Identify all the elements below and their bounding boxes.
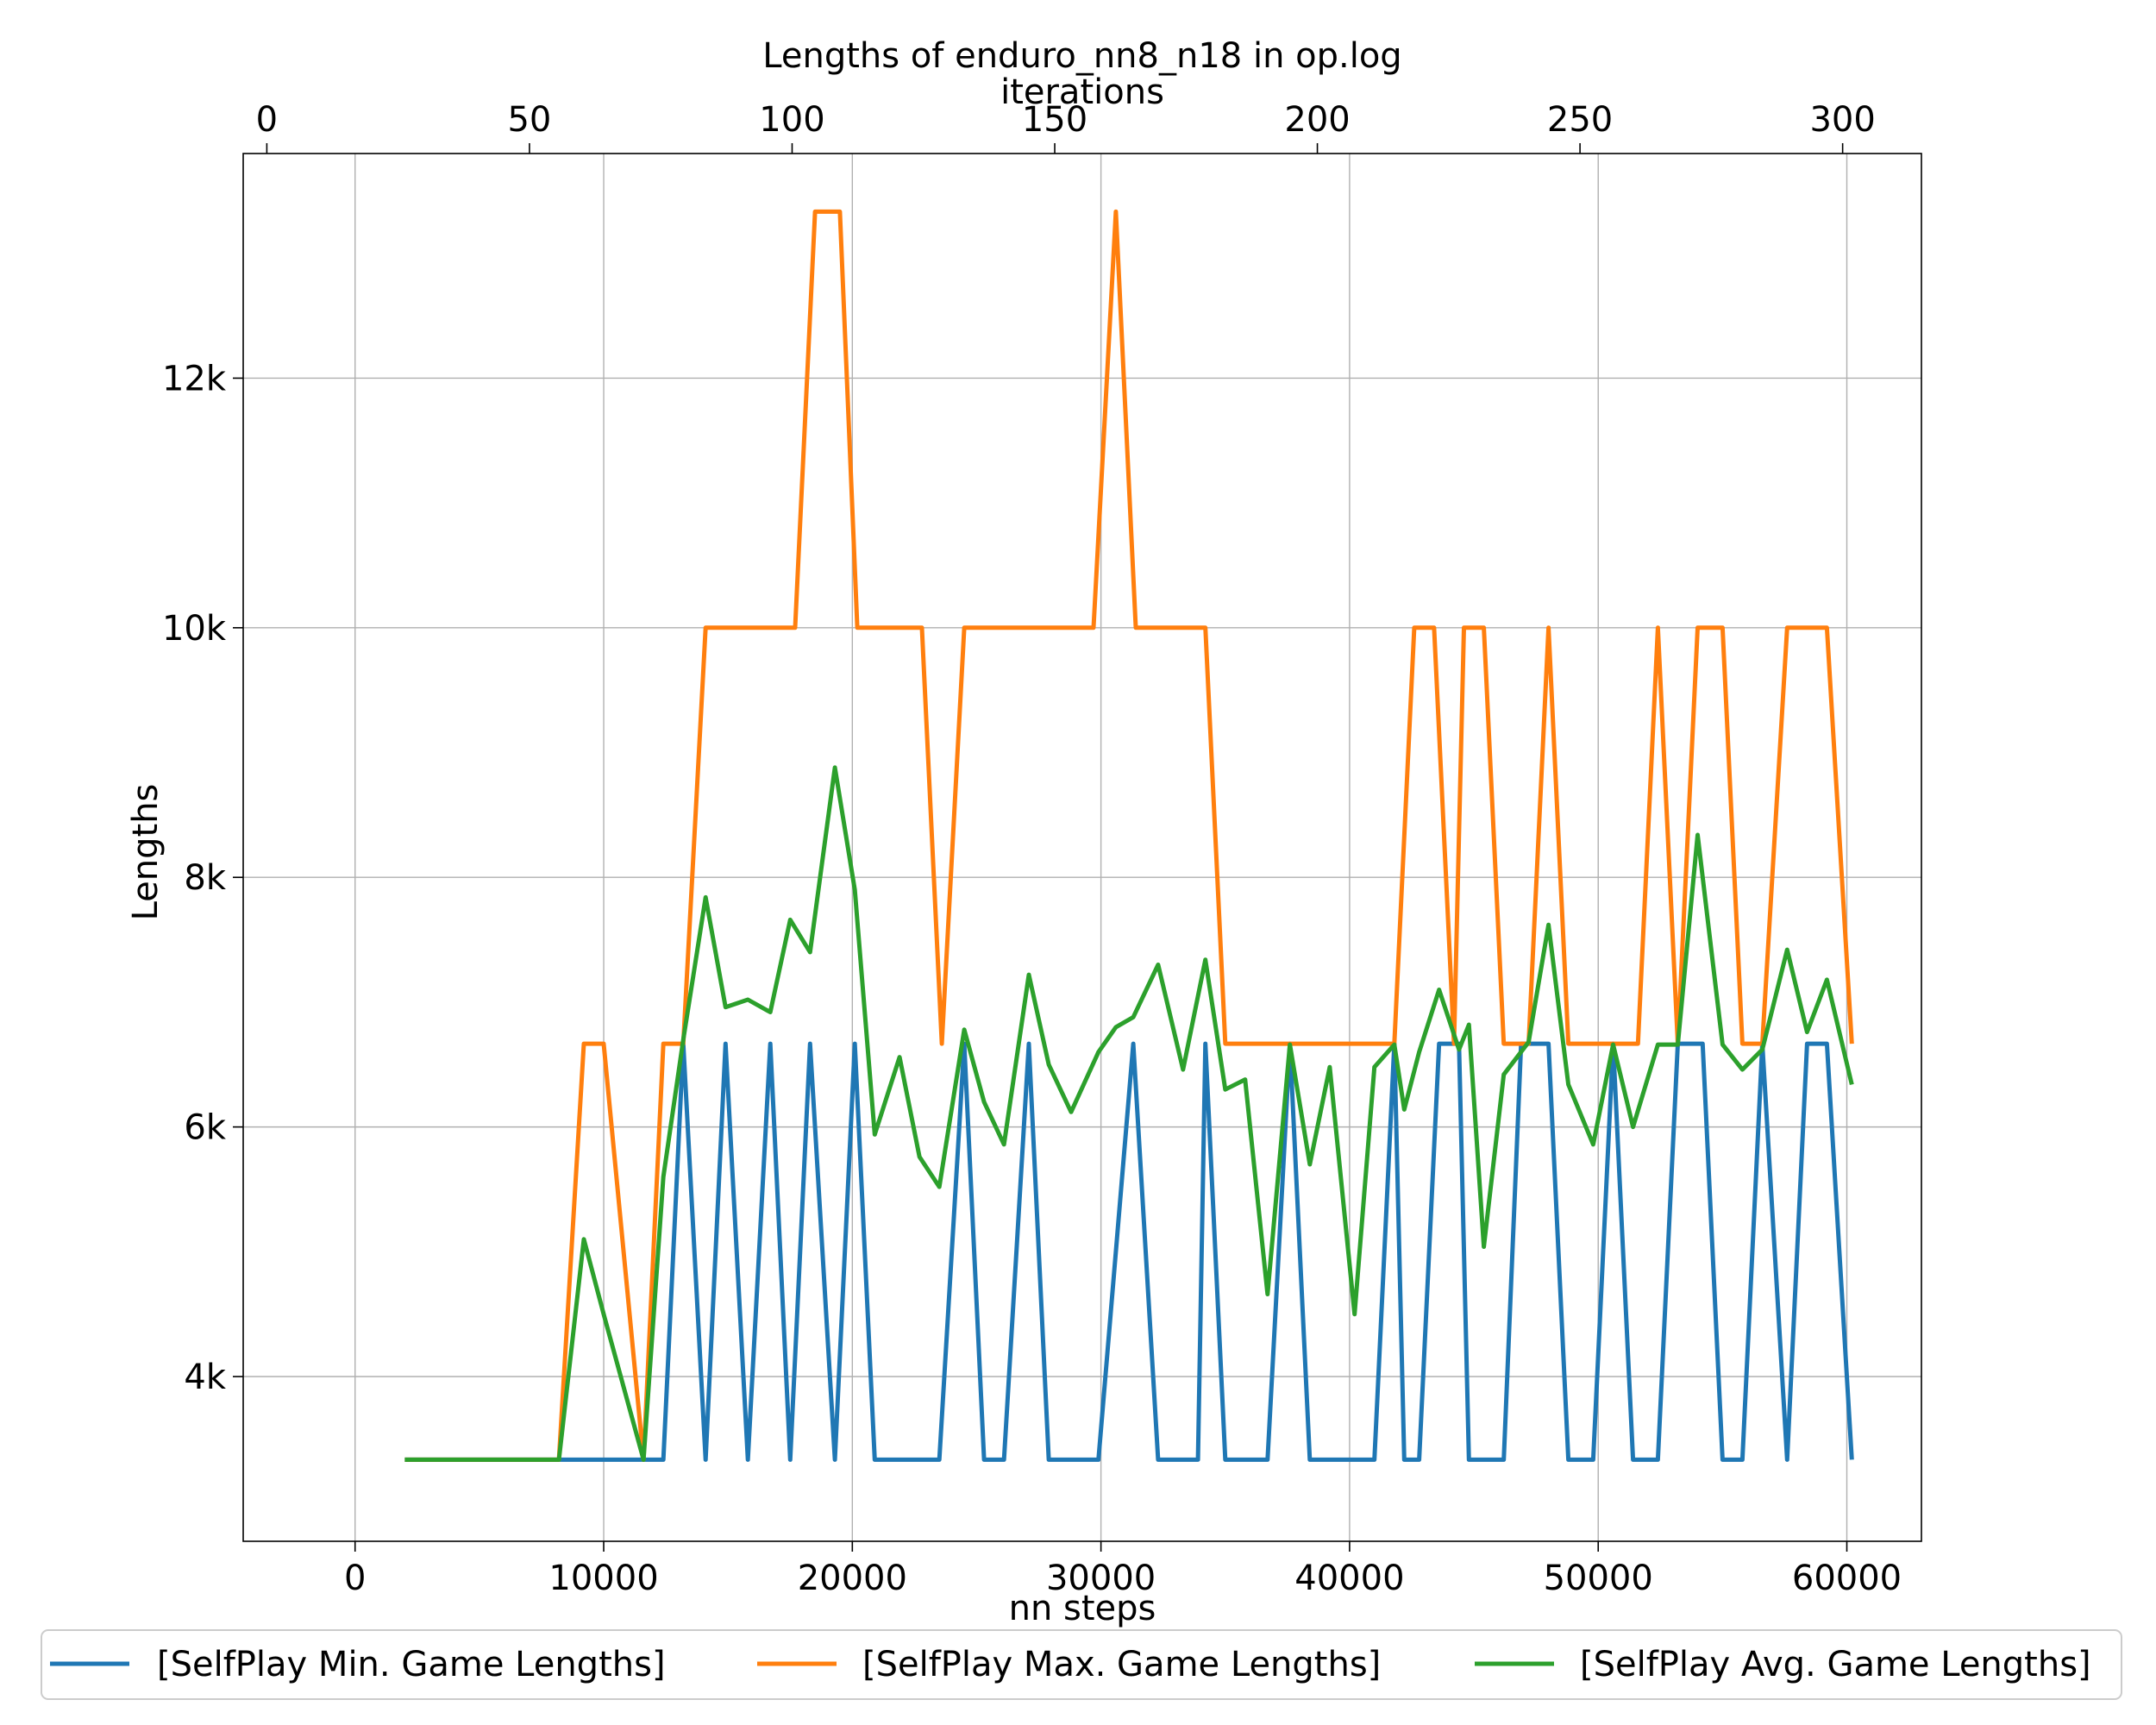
series-line-avg — [404, 765, 1854, 1462]
plot-frame — [242, 153, 1922, 1542]
x2-tick-label: 50 — [507, 100, 551, 140]
x2-tick-label: 200 — [1284, 100, 1350, 140]
x-axis-ticks: 0 10000 20000 30000 40000 50000 60000 — [344, 1541, 1902, 1598]
x-tick-label: 50000 — [1544, 1559, 1653, 1598]
x2-tick-label: 150 — [1022, 100, 1087, 140]
x2-tick-label: 300 — [1809, 100, 1875, 140]
legend-box — [41, 1629, 2122, 1700]
series-lines — [404, 209, 1854, 1462]
x-axis-title: nn steps — [1009, 1589, 1156, 1628]
x-tick-label: 60000 — [1792, 1559, 1902, 1598]
y-tick-label: 12k — [162, 359, 227, 398]
x2-tick-label: 100 — [759, 100, 824, 140]
legend-label-avg: [SelfPlay Avg. Game Lengths] — [1580, 1645, 2091, 1684]
x2-axis-ticks: 0 50 100 150 200 250 300 — [256, 100, 1876, 154]
x2-tick-label: 250 — [1547, 100, 1613, 140]
y-tick-label: 8k — [184, 858, 226, 898]
chart-title: Lengths of enduro_nn8_n18 in op.log — [762, 36, 1401, 76]
series-line-min — [404, 1041, 1854, 1462]
x-tick-label: 0 — [344, 1559, 366, 1598]
grid — [243, 154, 1921, 1541]
y-tick-label: 6k — [184, 1108, 226, 1148]
x2-axis-title: iterations — [1000, 72, 1164, 112]
x-tick-label: 30000 — [1046, 1559, 1156, 1598]
y-axis-title: Lengths — [126, 784, 166, 921]
x-tick-label: 10000 — [548, 1559, 658, 1598]
legend: [SelfPlay Min. Game Lengths] [SelfPlay M… — [41, 1629, 2122, 1700]
x-tick-label: 40000 — [1294, 1559, 1404, 1598]
x2-tick-label: 0 — [256, 100, 278, 140]
x-tick-label: 20000 — [798, 1559, 907, 1598]
y-tick-label: 4k — [184, 1358, 226, 1397]
legend-label-min: [SelfPlay Min. Game Lengths] — [157, 1645, 666, 1684]
y-tick-label: 10k — [162, 609, 227, 649]
legend-label-max: [SelfPlay Max. Game Lengths] — [862, 1645, 1381, 1684]
series-line-max — [404, 209, 1854, 1462]
y-axis-ticks: 4k 6k 8k 10k 12k — [162, 359, 243, 1397]
